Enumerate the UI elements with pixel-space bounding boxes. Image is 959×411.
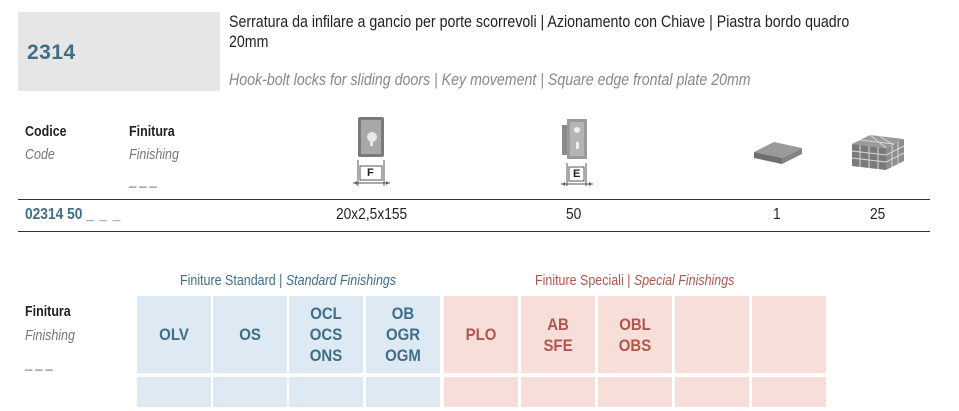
title-english: Hook-bolt locks for sliding doors | Key … (229, 71, 751, 89)
finish-codes: OBL OBS (602, 314, 667, 356)
finish-cell-special-4 (752, 296, 826, 373)
row-pack: 1 (773, 206, 781, 223)
finish-code: OLV (159, 325, 189, 344)
finish-code: SFE (543, 336, 573, 355)
finish-cell-empty-standard-1 (213, 377, 287, 407)
col-finish-it: Finitura (129, 124, 175, 140)
title-italian-line2: 20mm (229, 33, 269, 51)
row-code: 02314 50 _ _ _ (25, 206, 121, 224)
frontplate-F-icon: F (352, 116, 392, 192)
special-label-en: Special Finishings (633, 273, 735, 289)
col-finish-en: Finishing (129, 147, 179, 163)
standard-separator: | (279, 273, 283, 289)
special-separator: | (627, 273, 631, 289)
product-code: 2314 (27, 41, 76, 64)
finish-code: OBL (619, 315, 651, 334)
standard-label-en: Standard Finishings (285, 273, 397, 289)
row-backset: 50 (566, 206, 582, 223)
standard-finishings-header: Finiture Standard | Standard Finishings (180, 273, 396, 289)
special-finishings-header: Finiture Speciali | Special Finishings (535, 273, 734, 289)
finish-cell-empty-standard-0 (137, 377, 211, 407)
finish-cell-special-0: PLO (444, 296, 518, 373)
finish-code: AB (547, 315, 569, 334)
frontplate-F-label: F (367, 167, 374, 179)
finish-code: PLO (465, 325, 497, 344)
special-label-it: Finiture Speciali (535, 273, 624, 289)
finish-cell-empty-special-4 (752, 377, 826, 407)
finish-codes: OS (217, 324, 282, 345)
finish-codes: OLV (141, 324, 206, 345)
finish-code: OBS (618, 336, 652, 355)
finishing-row-label-en: Finishing (25, 328, 75, 344)
table-top-rule (18, 199, 930, 200)
product-code-box (18, 12, 220, 91)
finish-cell-empty-standard-2 (289, 377, 363, 407)
finish-cell-empty-special-1 (521, 377, 595, 407)
row-code-value: 02314 50 (25, 206, 83, 223)
row-finish-placeholder: _ _ _ (86, 206, 122, 223)
finish-cell-standard-0: OLV (137, 296, 211, 373)
finish-code: OGR (385, 325, 421, 344)
finishing-row-placeholder: ___ (25, 356, 56, 371)
finish-cell-standard-3: OB OGR OGM (366, 296, 440, 373)
col-code-it: Codice (25, 124, 67, 140)
title-italian: Serratura da infilare a gancio per porte… (229, 12, 849, 52)
backset-E-label: E (573, 168, 581, 180)
finish-cell-special-1: AB SFE (521, 296, 595, 373)
standard-label-it: Finiture Standard (180, 273, 276, 289)
finish-code: OB (391, 304, 415, 323)
row-dimension: 20x2,5x155 (336, 206, 408, 223)
finish-code: OS (239, 325, 261, 344)
finish-code: ONS (309, 346, 343, 365)
finish-cell-empty-special-0 (444, 377, 518, 407)
finish-cell-standard-1: OS (213, 296, 287, 373)
finish-code: OCS (309, 325, 343, 344)
finish-codes: AB SFE (525, 314, 590, 356)
col-finish-placeholder: ___ (129, 173, 160, 188)
finish-codes: PLO (448, 324, 513, 345)
row-box: 25 (870, 206, 886, 223)
table-bottom-rule (18, 231, 930, 232)
finish-cell-special-2: OBL OBS (598, 296, 672, 373)
backset-E-icon: E (560, 116, 596, 192)
finish-codes: OCL OCS ONS (293, 303, 358, 366)
finish-cell-standard-2: OCL OCS ONS (289, 296, 363, 373)
finish-cell-special-3 (675, 296, 749, 373)
finish-code: OGM (385, 346, 421, 365)
box-quantity-icon (850, 132, 906, 172)
finish-cell-empty-special-2 (598, 377, 672, 407)
col-code-en: Code (25, 147, 55, 163)
title-italian-line1: Serratura da infilare a gancio per porte… (229, 13, 850, 31)
finishing-row-label-it: Finitura (25, 304, 71, 320)
finish-code: OCL (310, 304, 342, 323)
finish-codes: OB OGR OGM (370, 303, 435, 366)
single-pack-icon (752, 138, 804, 166)
finish-cell-empty-standard-3 (366, 377, 440, 407)
finish-cell-empty-special-3 (675, 377, 749, 407)
